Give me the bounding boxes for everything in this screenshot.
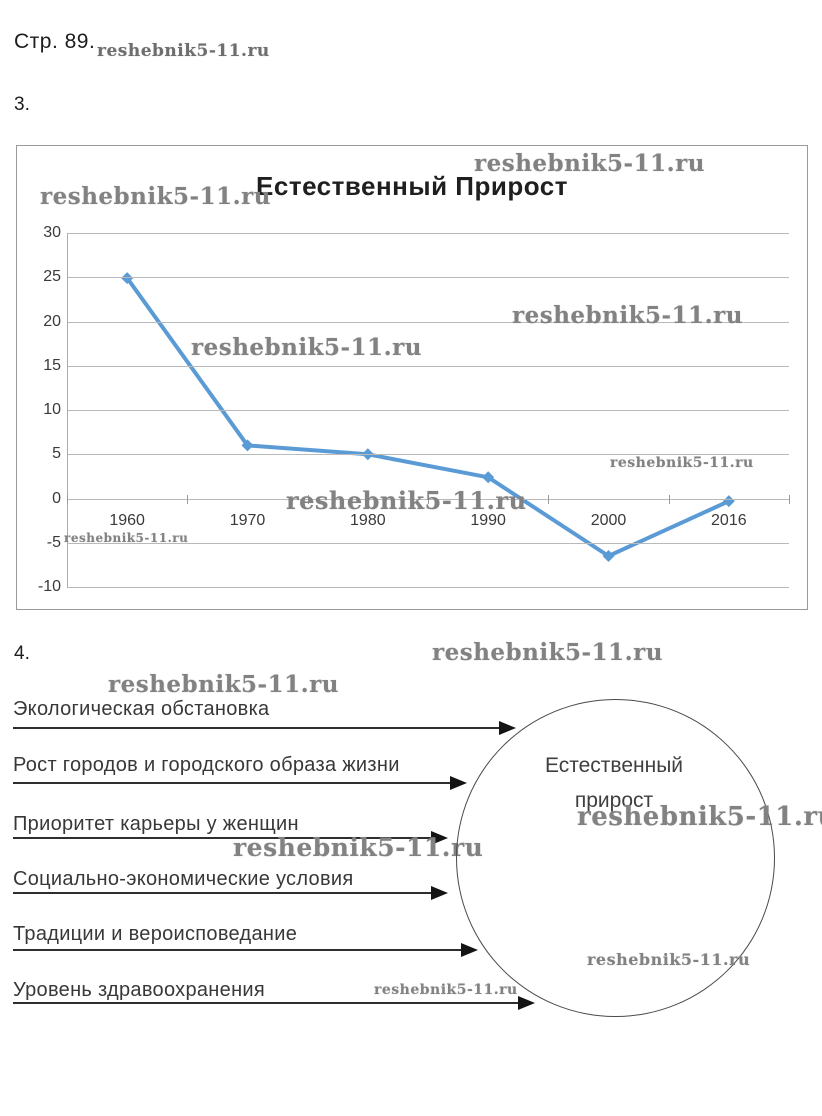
circle-label-line2: прирост xyxy=(574,789,654,812)
factor-arrow-line xyxy=(13,949,462,951)
data-point-marker xyxy=(722,495,735,508)
arrowhead-icon xyxy=(518,996,535,1010)
axis-tick xyxy=(307,494,309,504)
axis-tick xyxy=(67,494,68,504)
x-tick-label: 1970 xyxy=(229,511,266,529)
data-point-marker xyxy=(241,439,254,452)
gridline xyxy=(67,233,789,234)
y-tick-label: -10 xyxy=(37,578,61,595)
gridline xyxy=(67,277,789,279)
item-4-label: 4. xyxy=(14,643,30,664)
x-tick-label: 1990 xyxy=(470,511,506,529)
y-tick-label: 25 xyxy=(43,268,61,286)
y-tick-label: 10 xyxy=(43,401,61,418)
factor-label-healthcare: Уровень здравоохранения xyxy=(13,979,266,1001)
x-tick-label: 1960 xyxy=(109,511,145,529)
watermark: reshebnik5-11.ru xyxy=(610,455,754,471)
watermark: reshebnik5-11.ru xyxy=(474,150,705,177)
gridline xyxy=(67,454,789,456)
axis-tick xyxy=(428,494,429,504)
item-3-label: 3. xyxy=(14,94,30,115)
axis-tick xyxy=(187,494,189,504)
watermark: reshebnik5-11.ru xyxy=(233,833,484,862)
circle-label-line1: Естественный xyxy=(544,754,684,777)
y-tick-label: 0 xyxy=(52,489,61,507)
x-tick-label: 1980 xyxy=(350,511,386,529)
x-tick-label: 2016 xyxy=(711,511,747,529)
y-tick-label: 5 xyxy=(52,445,61,463)
factor-label-career: Приоритет карьеры у женщин xyxy=(13,813,299,835)
factor-arrow-line xyxy=(13,892,432,894)
watermark: reshebnik5-11.ru xyxy=(64,531,189,545)
x-tick-label: 2000 xyxy=(590,511,627,529)
arrowhead-icon xyxy=(499,721,516,735)
gridline xyxy=(67,365,789,367)
arrowhead-icon xyxy=(461,943,478,957)
series-line xyxy=(125,276,731,558)
watermark: reshebnik5-11.ru xyxy=(191,334,422,361)
watermark: reshebnik5-11.ru xyxy=(40,183,271,210)
axis-tick xyxy=(789,494,790,504)
gridline xyxy=(67,410,789,411)
y-tick-label: 15 xyxy=(43,356,61,374)
watermark: reshebnik5-11.ru xyxy=(374,982,518,998)
factor-arrow-line xyxy=(13,727,500,729)
factor-arrow-line xyxy=(13,837,432,839)
arrowhead-icon xyxy=(431,886,448,900)
watermark: reshebnik5-11.ru xyxy=(108,671,339,698)
gridline xyxy=(67,587,789,588)
factor-arrow-line xyxy=(13,1002,519,1004)
gridline xyxy=(67,542,789,544)
factor-label-ecology: Экологическая обстановка xyxy=(13,698,270,720)
circle-label: Естественный прирост xyxy=(494,748,734,818)
watermark: reshebnik5-11.ru xyxy=(97,41,270,61)
factor-label-urbanization: Рост городов и городского образа жизни xyxy=(13,754,400,776)
plot-area: 30 25 20 15 10 5 0 -5 -10 1960 1970 1980 1990 2000 201… xyxy=(38,224,790,595)
factor-arrow-line xyxy=(13,782,451,784)
y-tick-label: 30 xyxy=(43,224,61,241)
y-tick-label: 20 xyxy=(43,312,61,330)
arrowhead-icon xyxy=(450,776,467,790)
natural-growth-circle xyxy=(456,699,775,1017)
arrowhead-icon xyxy=(431,831,448,845)
factor-label-traditions: Традиции и вероисповедание xyxy=(13,923,298,945)
gridline xyxy=(67,321,789,323)
axis-tick xyxy=(668,494,670,504)
y-tick-label: -5 xyxy=(46,533,61,551)
axis-tick xyxy=(548,494,550,504)
chart-title: Естественный Прирост xyxy=(256,171,568,201)
page-title: Стр. 89. xyxy=(14,30,96,53)
line-series xyxy=(121,272,735,563)
watermark: reshebnik5-11.ru xyxy=(512,302,743,329)
data-point-marker xyxy=(482,471,495,484)
watermark: reshebnik5-11.ru xyxy=(432,639,663,666)
watermark: reshebnik5-11.ru xyxy=(286,486,527,515)
data-point-marker xyxy=(602,550,615,563)
factor-label-socioeconomic: Социально-экономические условия xyxy=(13,868,354,890)
watermark: reshebnik5-11.ru xyxy=(577,802,822,832)
chart-container: Естественный Прирост 30 25 20 15 10 5 0 -5 -10 19… xyxy=(16,145,808,610)
watermark: reshebnik5-11.ru xyxy=(587,950,751,969)
